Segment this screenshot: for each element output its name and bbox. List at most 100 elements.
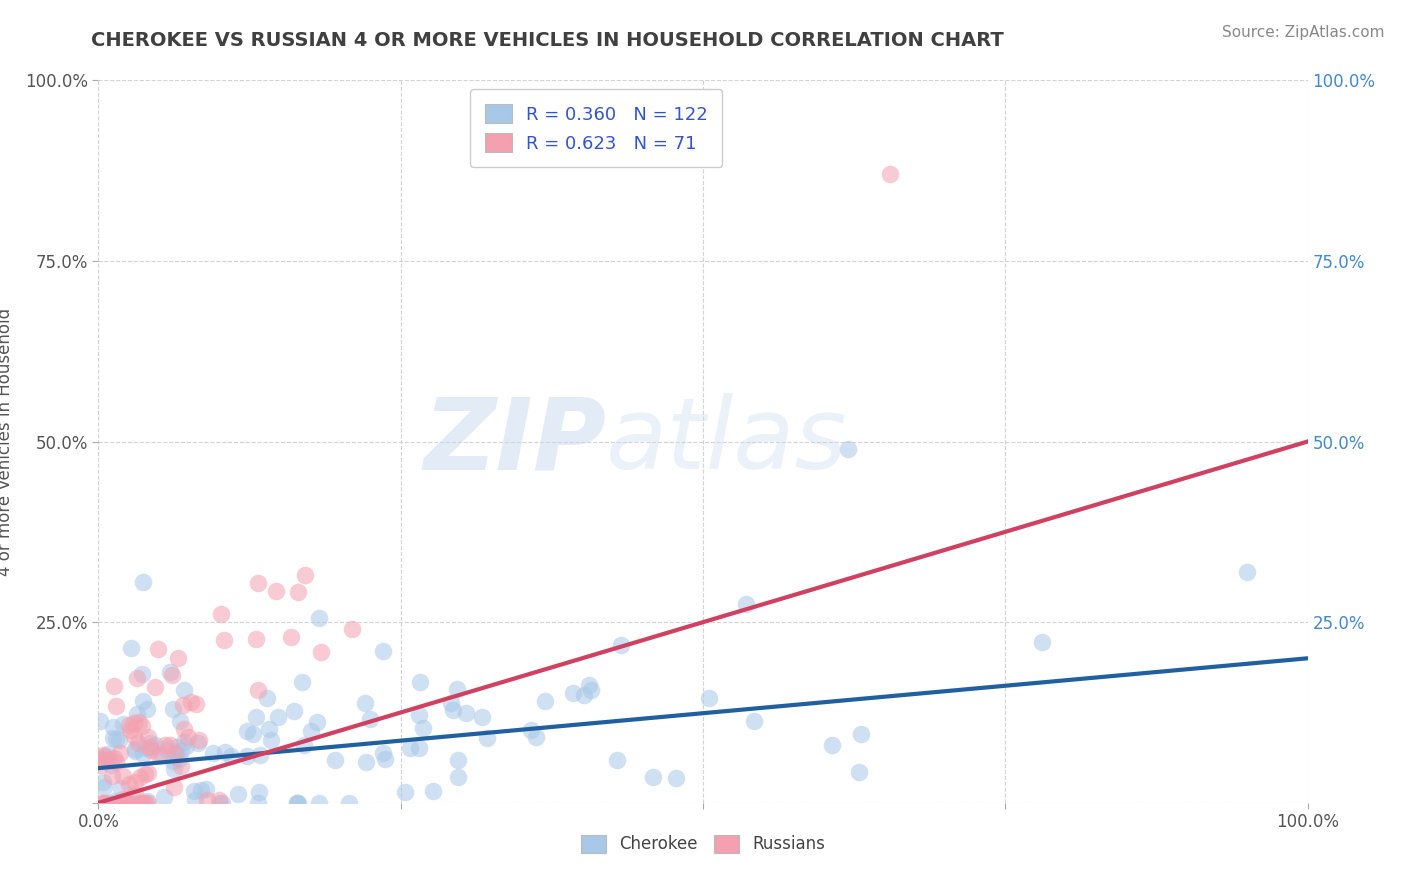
Point: [132, 574, 155, 589]
Point: [89, 757, 111, 772]
Point: [267, 709, 290, 723]
Point: [236, 723, 259, 738]
Point: [173, 722, 195, 736]
Point: [697, 690, 720, 705]
Point: [128, 796, 150, 810]
Point: [115, 796, 138, 810]
Point: [371, 746, 394, 760]
Point: [183, 784, 205, 798]
Point: [129, 770, 152, 784]
Point: [124, 788, 146, 802]
Point: [308, 796, 330, 810]
Point: [665, 771, 688, 785]
Point: [93, 796, 115, 810]
Point: [136, 765, 159, 780]
Point: [581, 683, 603, 698]
Point: [122, 729, 145, 743]
Point: [122, 716, 145, 731]
Point: [734, 597, 756, 611]
Point: [125, 706, 148, 721]
Point: [143, 680, 166, 694]
Point: [156, 742, 179, 756]
Point: [456, 706, 478, 721]
Point: [408, 741, 430, 756]
Point: [97, 747, 120, 761]
Point: [249, 784, 271, 798]
Point: [118, 718, 141, 732]
Point: [89, 714, 111, 729]
Point: [245, 632, 267, 646]
Point: [291, 675, 314, 690]
Point: [97, 796, 120, 810]
Point: [162, 754, 184, 768]
Point: [1236, 565, 1258, 579]
Point: [173, 735, 195, 749]
Point: [136, 730, 159, 744]
Point: [103, 751, 125, 765]
Point: [112, 792, 135, 806]
Point: [103, 679, 125, 693]
Point: [169, 714, 191, 728]
Point: [104, 731, 127, 746]
Point: [166, 651, 188, 665]
Point: [323, 753, 346, 767]
Point: [135, 701, 157, 715]
Point: [287, 796, 309, 810]
Point: [139, 736, 162, 750]
Point: [280, 630, 302, 644]
Point: [308, 611, 330, 625]
Point: [212, 632, 235, 647]
Point: [257, 722, 280, 736]
Point: [124, 744, 146, 758]
Point: [89, 751, 111, 765]
Point: [285, 796, 308, 810]
Point: [354, 696, 377, 710]
Point: [572, 688, 595, 702]
Point: [93, 796, 115, 810]
Point: [174, 739, 197, 753]
Point: [294, 567, 316, 582]
Point: [246, 682, 269, 697]
Point: [173, 683, 195, 698]
Point: [112, 717, 135, 731]
Point: [143, 738, 166, 752]
Point: [118, 796, 141, 810]
Point: [163, 780, 186, 794]
Point: [359, 712, 381, 726]
Point: [247, 796, 270, 810]
Point: [110, 781, 132, 796]
Point: [190, 783, 212, 797]
Point: [134, 767, 156, 781]
Point: [169, 751, 191, 765]
Point: [242, 727, 264, 741]
Point: [837, 442, 859, 456]
Point: [848, 764, 870, 779]
Point: [209, 607, 232, 621]
Point: [94, 749, 117, 764]
Point: [849, 727, 872, 741]
Point: [311, 645, 333, 659]
Point: [110, 796, 132, 810]
Point: [371, 644, 394, 658]
Point: [477, 731, 499, 746]
Point: [821, 738, 844, 752]
Point: [524, 730, 547, 744]
Point: [422, 783, 444, 797]
Point: [534, 694, 557, 708]
Point: [111, 769, 134, 783]
Point: [91, 796, 114, 810]
Point: [136, 796, 159, 810]
Y-axis label: 4 or more Vehicles in Household: 4 or more Vehicles in Household: [0, 308, 14, 575]
Point: [91, 775, 114, 789]
Point: [162, 762, 184, 776]
Point: [155, 738, 177, 752]
Point: [208, 796, 231, 810]
Point: [305, 715, 328, 730]
Point: [134, 796, 156, 810]
Point: [152, 790, 174, 805]
Point: [121, 796, 143, 810]
Point: [135, 794, 157, 808]
Point: [100, 758, 122, 772]
Point: [578, 677, 600, 691]
Point: [266, 583, 288, 598]
